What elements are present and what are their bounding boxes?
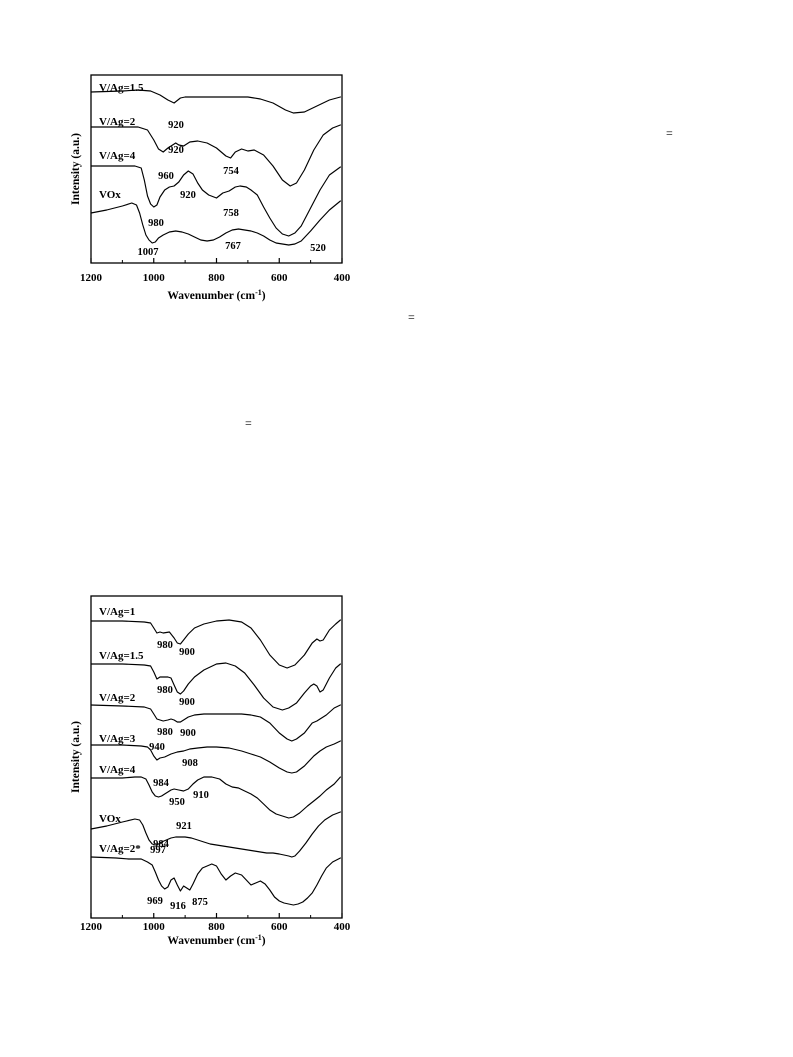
series-label: V/Ag=1 — [99, 606, 135, 618]
series-line-2 — [90, 662, 341, 711]
equals-symbol-3: = — [245, 416, 252, 430]
peak-annotation: 1007 — [138, 247, 159, 258]
peak-annotation: 875 — [192, 897, 208, 908]
series-line-5 — [90, 776, 341, 819]
peak-annotation: 908 — [182, 758, 198, 769]
series-label: V/Ag=2 — [99, 692, 136, 704]
peak-annotation: 980 — [157, 685, 173, 696]
x-tick-label: 600 — [271, 921, 288, 933]
x-tick-label: 1200 — [80, 921, 103, 933]
series-label: V/Ag=2* — [99, 843, 141, 855]
series-label: V/Ag=1.5 — [99, 82, 144, 94]
ir-chart-bottom: 1200 1000 800 600 400 Wavenumber (cm-1) Intens… — [70, 595, 351, 947]
series-label: V/Ag=1.5 — [99, 650, 144, 662]
peak-annotation: 980 — [157, 640, 173, 651]
peak-annotation: 920 — [168, 120, 184, 131]
series-line-4 — [90, 740, 341, 774]
x-tick-label: 800 — [208, 272, 225, 284]
peak-annotation: 984 — [153, 839, 170, 850]
plot-frame — [90, 595, 343, 919]
peak-annotation: 758 — [223, 208, 239, 219]
peak-annotation: 960 — [158, 171, 174, 182]
peak-annotation: 920 — [180, 190, 196, 201]
peak-annotation: 984 — [153, 778, 170, 789]
peak-annotation: 920 — [168, 145, 184, 156]
peak-annotation: 921 — [176, 821, 192, 832]
x-tick-label: 600 — [271, 272, 288, 284]
series-line-7 — [90, 856, 341, 906]
peak-annotation: 916 — [170, 901, 186, 912]
ir-chart-top: 1200 1000 800 600 400 Wavenumber (cm-1) Intens… — [70, 74, 351, 302]
series-line-6 — [90, 811, 341, 858]
series-line-3 — [90, 165, 341, 237]
peak-annotation: 520 — [310, 243, 326, 254]
peak-annotation: 900 — [179, 697, 195, 708]
x-tick-label: 800 — [208, 921, 225, 933]
equals-symbol-1: = — [666, 126, 673, 140]
series-label: V/Ag=3 — [99, 733, 136, 745]
series-label: VOx — [99, 189, 121, 201]
series-label: V/Ag=4 — [99, 764, 136, 776]
y-axis-label: Intensity (a.u.) — [70, 133, 82, 205]
series-label: V/Ag=2 — [99, 116, 136, 128]
x-axis-label: Wavenumber (cm-1) — [167, 288, 265, 302]
series-label: VOx — [99, 813, 121, 825]
x-tick-label: 400 — [334, 272, 351, 284]
series-line-3 — [90, 704, 341, 742]
series-line-1 — [90, 89, 341, 114]
peak-annotation: 754 — [223, 166, 240, 177]
y-axis-label: Intensity (a.u.) — [70, 721, 82, 793]
x-tick-label: 1000 — [143, 921, 166, 933]
series-line-1 — [90, 619, 341, 669]
series-line-2 — [90, 124, 341, 187]
peak-annotation: 900 — [180, 728, 196, 739]
peak-annotation: 980 — [157, 727, 173, 738]
x-tick-label: 1000 — [143, 272, 166, 284]
peak-annotation: 950 — [169, 797, 185, 808]
equals-symbol-2: = — [408, 310, 415, 324]
peak-annotation: 969 — [147, 896, 163, 907]
x-axis-label: Wavenumber (cm-1) — [167, 933, 265, 947]
peak-annotation: 980 — [148, 218, 164, 229]
peak-annotation: 900 — [179, 647, 195, 658]
x-tick-label: 400 — [334, 921, 351, 933]
peak-annotation: 767 — [225, 241, 241, 252]
series-label: V/Ag=4 — [99, 150, 136, 162]
peak-annotation: 940 — [149, 742, 165, 753]
series-line-4 — [90, 200, 341, 246]
peak-annotation: 910 — [193, 790, 209, 801]
x-tick-label: 1200 — [80, 272, 103, 284]
peak-annotation: 997 — [150, 845, 166, 856]
